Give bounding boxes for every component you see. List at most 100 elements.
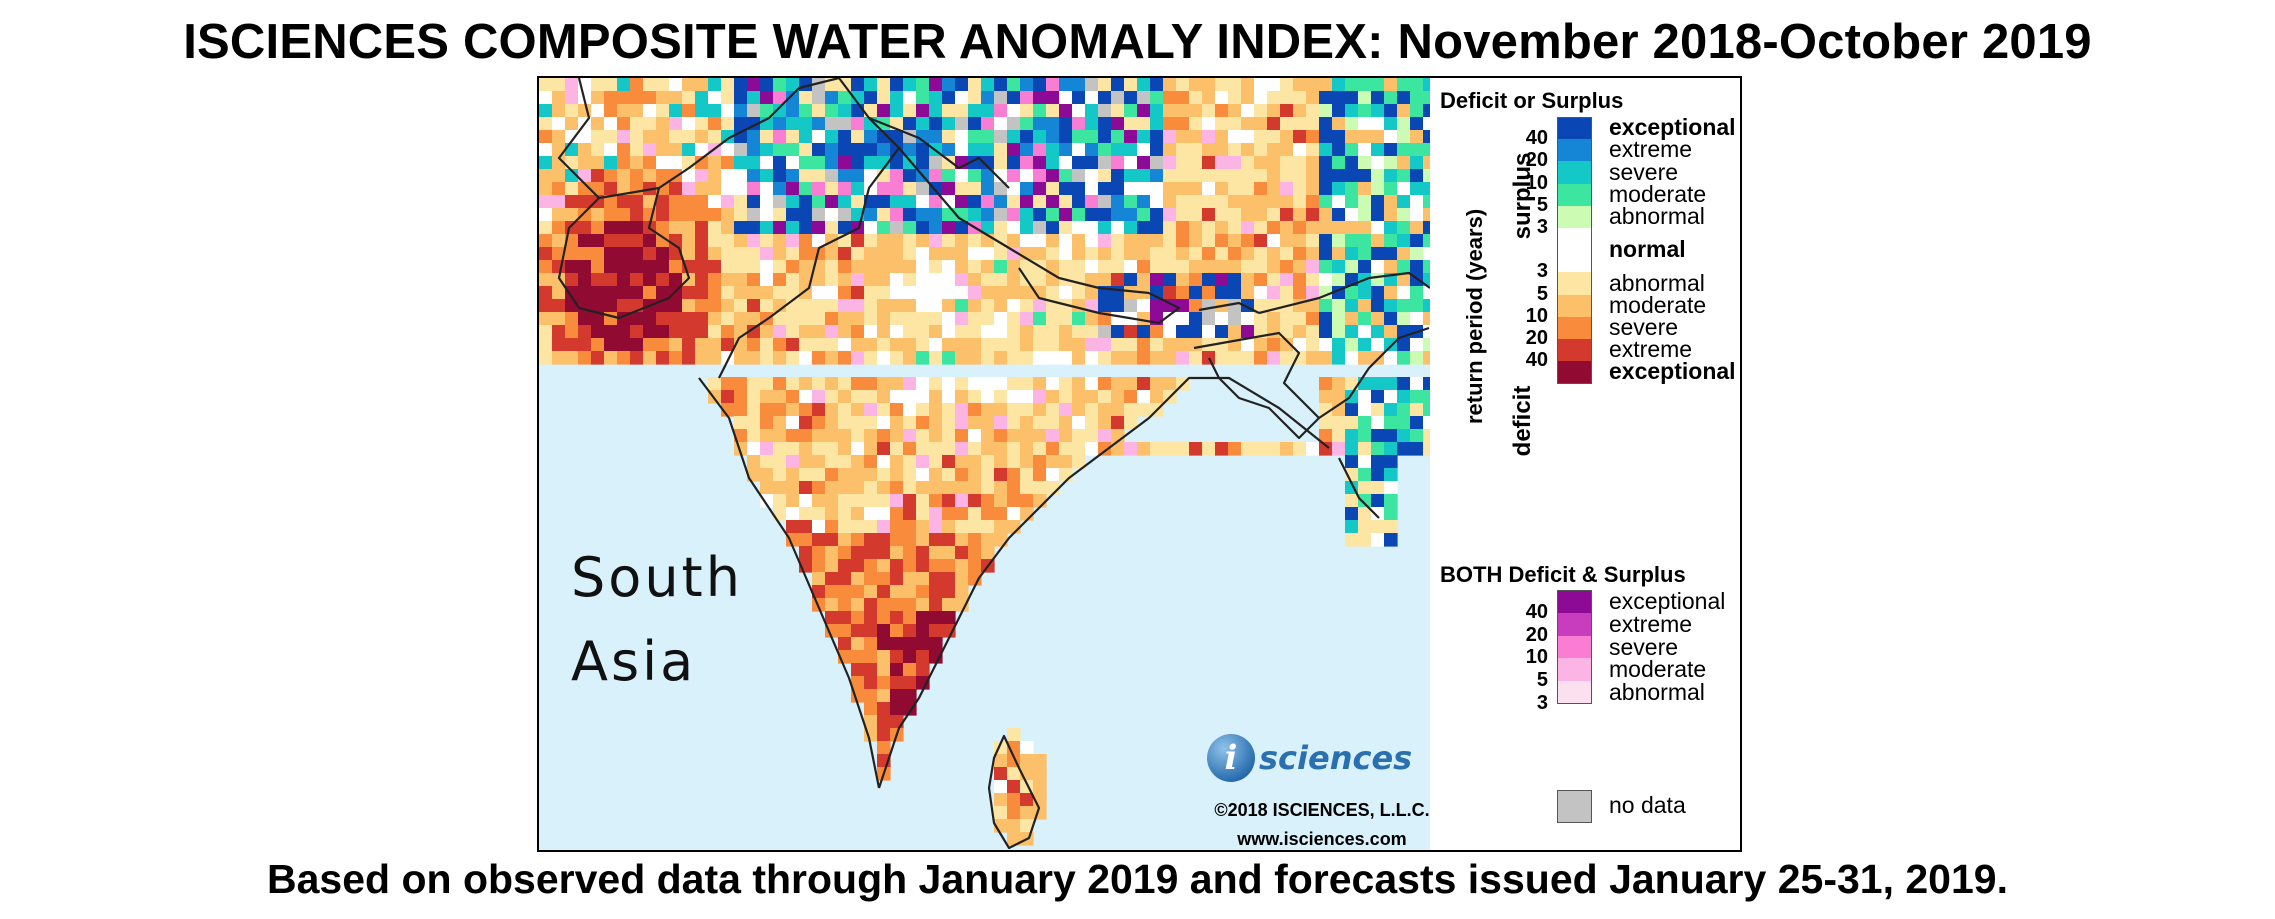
anomaly-cell (851, 585, 865, 599)
anomaly-cell (981, 520, 995, 534)
anomaly-cell (890, 390, 904, 404)
anomaly-cell (591, 234, 605, 248)
anomaly-cell (1059, 130, 1073, 144)
anomaly-cell (1176, 234, 1190, 248)
anomaly-cell (1163, 78, 1177, 92)
anomaly-cell (1007, 481, 1021, 495)
anomaly-cell (903, 520, 917, 534)
anomaly-cell (929, 221, 943, 235)
anomaly-cell (643, 351, 657, 365)
anomaly-cell (1189, 286, 1203, 300)
anomaly-cell (799, 325, 813, 339)
anomaly-cell (1059, 325, 1073, 339)
anomaly-cell (955, 104, 969, 118)
anomaly-cell (734, 429, 748, 443)
anomaly-cell (1332, 91, 1346, 105)
anomaly-cell (890, 429, 904, 443)
anomaly-cell (1163, 208, 1177, 222)
anomaly-cell (1423, 117, 1430, 131)
both-extreme-swatch (1557, 612, 1592, 637)
surplus-number-3: 3 (1536, 216, 1548, 238)
anomaly-cell (1072, 325, 1086, 339)
anomaly-cell (1111, 247, 1125, 261)
anomaly-cell (1150, 156, 1164, 170)
anomaly-cell (968, 351, 982, 365)
anomaly-cell (1111, 130, 1125, 144)
anomaly-cell (1306, 169, 1320, 183)
anomaly-cell (812, 468, 826, 482)
anomaly-cell (838, 507, 852, 521)
anomaly-cell (1111, 104, 1125, 118)
anomaly-cell (1345, 429, 1359, 443)
anomaly-cell (1423, 182, 1430, 196)
anomaly-cell (1215, 130, 1229, 144)
anomaly-cell (1410, 221, 1424, 235)
anomaly-cell (1293, 442, 1307, 456)
anomaly-cell (968, 416, 982, 430)
anomaly-cell (890, 481, 904, 495)
anomaly-cell (955, 494, 969, 508)
anomaly-cell (825, 481, 839, 495)
anomaly-cell (1046, 390, 1060, 404)
anomaly-cell (1137, 312, 1151, 326)
anomaly-cell (1124, 182, 1138, 196)
anomaly-cell (734, 312, 748, 326)
anomaly-cell (1085, 221, 1099, 235)
anomaly-cell (669, 156, 683, 170)
anomaly-cell (669, 286, 683, 300)
anomaly-cell (968, 117, 982, 131)
anomaly-cell (838, 624, 852, 638)
anomaly-cell (981, 468, 995, 482)
anomaly-cell (916, 260, 930, 274)
anomaly-cell (669, 130, 683, 144)
anomaly-cell (604, 143, 618, 157)
anomaly-cell (1423, 377, 1430, 391)
anomaly-cell (825, 507, 839, 521)
anomaly-cell (1306, 156, 1320, 170)
anomaly-cell (1241, 312, 1255, 326)
anomaly-cell (916, 234, 930, 248)
anomaly-cell (578, 195, 592, 209)
anomaly-cell (916, 637, 930, 651)
anomaly-cell (877, 351, 891, 365)
anomaly-cell (1332, 429, 1346, 443)
anomaly-cell (604, 351, 618, 365)
anomaly-cell (812, 546, 826, 560)
anomaly-cell (812, 273, 826, 287)
anomaly-cell (1267, 234, 1281, 248)
anomaly-cell (955, 559, 969, 573)
anomaly-cell (1163, 195, 1177, 209)
anomaly-cell (1228, 260, 1242, 274)
anomaly-cell (968, 247, 982, 261)
anomaly-cell (786, 338, 800, 352)
anomaly-cell (552, 208, 566, 222)
anomaly-cell (773, 377, 787, 391)
anomaly-cell (994, 754, 1008, 768)
anomaly-cell (1241, 78, 1255, 92)
anomaly-cell (799, 546, 813, 560)
anomaly-cell (1163, 273, 1177, 287)
anomaly-cell (916, 117, 930, 131)
anomaly-cell (812, 312, 826, 326)
anomaly-cell (1371, 273, 1385, 287)
anomaly-cell (1358, 195, 1372, 209)
anomaly-cell (981, 104, 995, 118)
anomaly-cell (799, 182, 813, 196)
both-number-5: 5 (1536, 669, 1548, 692)
anomaly-cell (721, 208, 735, 222)
anomaly-cell (877, 195, 891, 209)
anomaly-cell (1176, 338, 1190, 352)
anomaly-cell (786, 377, 800, 391)
anomaly-cell (968, 377, 982, 391)
anomaly-cell (942, 598, 956, 612)
anomaly-cell (1358, 78, 1372, 92)
anomaly-cell (1059, 91, 1073, 105)
anomaly-cell (604, 91, 618, 105)
anomaly-cell (916, 494, 930, 508)
anomaly-cell (825, 156, 839, 170)
anomaly-cell (968, 403, 982, 417)
anomaly-cell (942, 533, 956, 547)
anomaly-cell (708, 169, 722, 183)
anomaly-cell (760, 91, 774, 105)
anomaly-cell (1371, 208, 1385, 222)
